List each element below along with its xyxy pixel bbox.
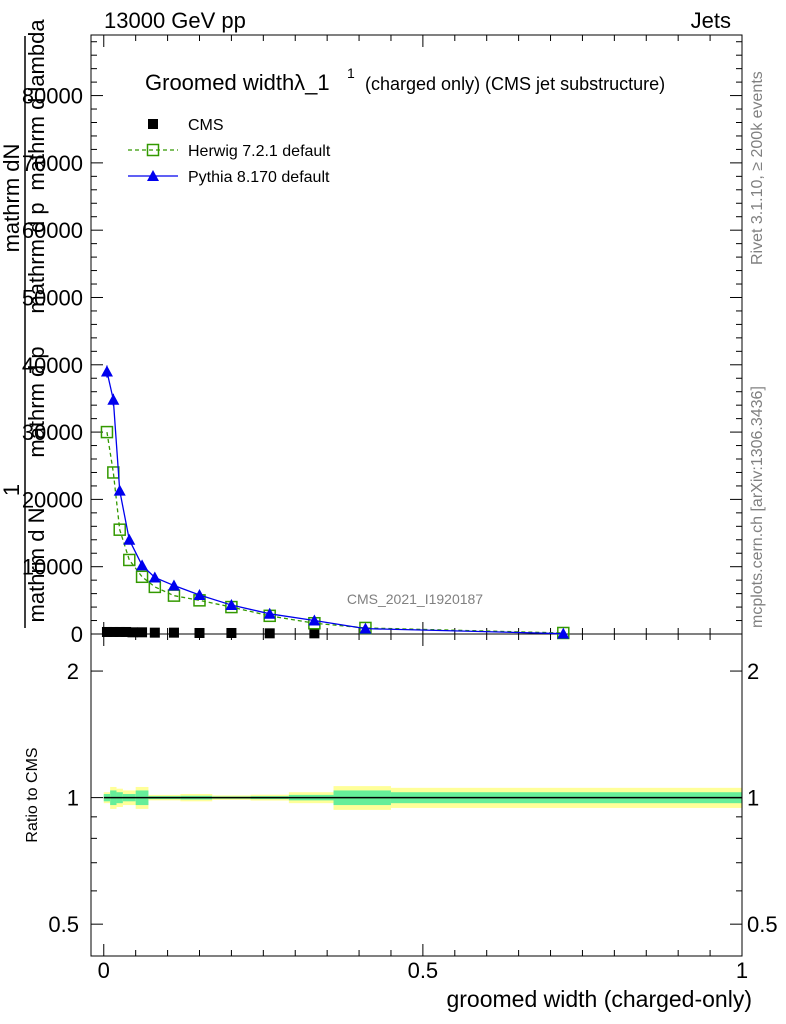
y-axis-label-one: 1 xyxy=(0,484,24,496)
mcplots-label: mcplots.cern.ch [arXiv:1306.3436] xyxy=(749,386,766,628)
pythia-data-point xyxy=(225,599,237,610)
legend-entry: Pythia 8.170 default xyxy=(128,169,330,186)
legend-entry: CMS xyxy=(148,117,224,134)
legend-label: Herwig 7.2.1 default xyxy=(188,143,331,160)
y-tick-label: 0 xyxy=(71,622,83,647)
series-0 xyxy=(102,627,319,638)
chart: 0 0.5 1groomed width (charged-only)0100002… xyxy=(0,0,786,1024)
chart-title-suffix: (charged only) (CMS jet substructure) xyxy=(365,74,665,94)
legend-label: Pythia 8.170 default xyxy=(188,169,330,186)
cms-data-point xyxy=(127,627,137,637)
ratio-y-tick-label-right: 1 xyxy=(747,786,759,811)
cms-data-point xyxy=(195,628,205,638)
ratio-y-tick-label: 0.5 xyxy=(48,912,79,937)
header-jets: Jets xyxy=(691,8,731,33)
rivet-label: Rivet 3.1.10, ≥ 200k events xyxy=(749,71,766,265)
cms-data-point xyxy=(169,628,179,638)
cms-data-point xyxy=(137,627,147,637)
y-axis-label-dp2: mathrm d p xyxy=(24,202,49,313)
legend-entry: Herwig 7.2.1 default xyxy=(128,143,331,160)
ratio-y-tick-label: 2 xyxy=(67,659,79,684)
header-energy: 13000 GeV pp xyxy=(104,8,246,33)
x-tick-label: 0.5 xyxy=(408,958,439,983)
y-axis-label-dN2: mathrm dN xyxy=(0,144,24,253)
cms-data-point xyxy=(148,119,158,129)
herwig-data-point xyxy=(168,590,179,601)
chart-title-superscript: 1 xyxy=(347,65,355,81)
cms-data-point xyxy=(265,628,275,638)
analysis-id: CMS_2021_I1920187 xyxy=(347,591,483,607)
ratio-y-tick-label-right: 2 xyxy=(747,659,759,684)
ratio-y-axis-label: Ratio to CMS xyxy=(24,747,41,842)
herwig-line xyxy=(107,432,563,633)
cms-data-point xyxy=(226,628,236,638)
ratio-y-tick-label: 1 xyxy=(67,786,79,811)
pythia-data-point xyxy=(101,366,113,377)
pythia-data-point xyxy=(107,394,119,405)
y-axis-label-dN: mathrm d N xyxy=(24,508,49,623)
ratio-y-tick-label-right: 0.5 xyxy=(747,912,778,937)
chart-title: Groomed widthλ_1 xyxy=(145,70,330,95)
pythia-data-point xyxy=(136,559,148,570)
y-axis-label-dp: mathrm d p xyxy=(24,346,49,457)
pythia-data-point xyxy=(168,580,180,591)
series-2 xyxy=(101,365,569,638)
herwig-data-point xyxy=(124,554,135,565)
y-axis-label-dlambda: mathrm d lambda xyxy=(24,19,49,191)
x-tick-label: 0 xyxy=(98,958,110,983)
legend-label: CMS xyxy=(188,117,224,134)
cms-data-point xyxy=(309,628,319,638)
cms-data-point xyxy=(150,628,160,638)
x-axis-label: groomed width (charged-only) xyxy=(446,986,752,1012)
pythia-line xyxy=(107,372,563,634)
x-tick-label: 1 xyxy=(736,958,748,983)
series-1 xyxy=(101,427,568,639)
